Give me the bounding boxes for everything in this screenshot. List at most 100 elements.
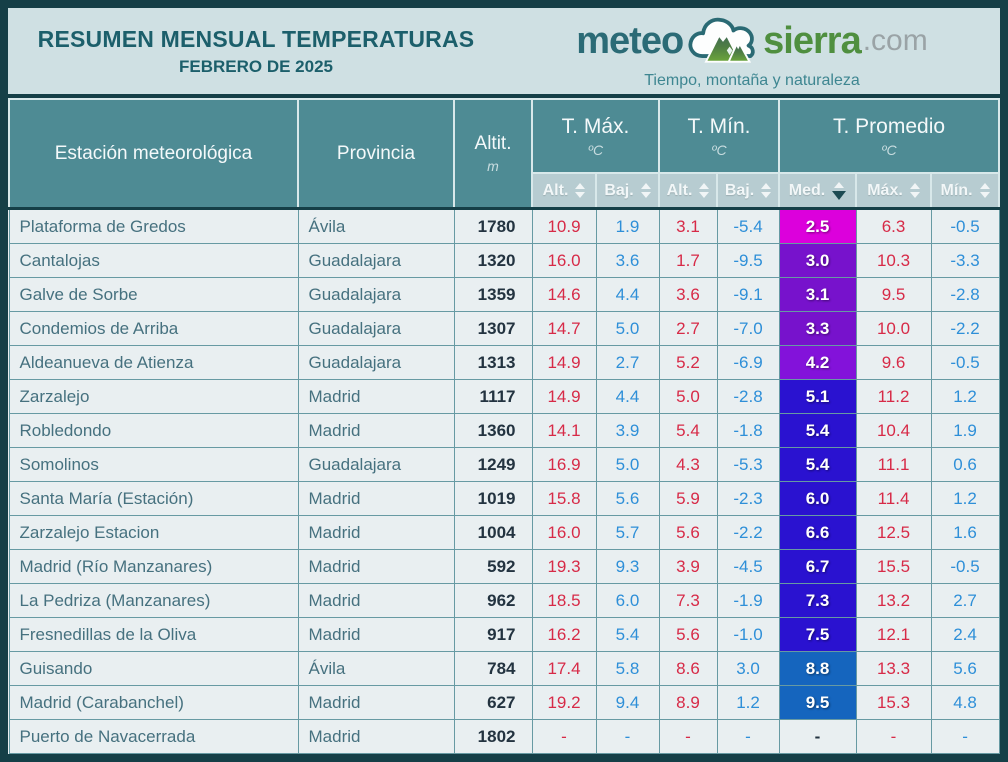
tmin-baj-cell: -1.0: [716, 617, 780, 652]
title-block: RESUMEN MENSUAL TEMPERATURAS FEBRERO DE …: [8, 26, 504, 77]
prom-max-cell: 13.3: [855, 651, 932, 686]
tmax-baj-cell: 5.8: [595, 651, 660, 686]
med-cell: 2.5: [778, 208, 857, 244]
altitude-cell: 1320: [453, 243, 533, 278]
prom-min-cell: -: [930, 719, 1000, 754]
logo-tagline: Tiempo, montaña y naturaleza: [644, 72, 860, 89]
tpromedio-label: T. Promedio: [833, 114, 946, 138]
tmin-alt-cell: 3.1: [658, 208, 718, 244]
altitude-cell: 1249: [453, 447, 533, 482]
tmax-baj-cell: 5.4: [595, 617, 660, 652]
tmax-alt-cell: 19.2: [531, 685, 597, 720]
altitude-cell: 784: [453, 651, 533, 686]
table-row: Guisando Ávila 784 17.4 5.8 8.6 3.0 8.8 13.3 5.6: [8, 651, 1000, 686]
sort-arrows-icon: [909, 183, 920, 198]
tmax-alt-cell: 14.9: [531, 345, 597, 380]
tmax-baj-cell: 5.6: [595, 481, 660, 516]
prom-max-cell: 12.5: [855, 515, 932, 550]
prom-min-cell: 5.6: [930, 651, 1000, 686]
tmax-alt-label: Alt.: [542, 181, 569, 199]
tmin-alt-cell: 8.6: [658, 651, 718, 686]
tmax-baj-cell: 9.3: [595, 549, 660, 584]
station-cell: La Pedriza (Manzanares): [8, 583, 299, 618]
prom-max-cell: 10.3: [855, 243, 932, 278]
table-row: Madrid (Río Manzanares) Madrid 592 19.3 9.3 3…: [8, 549, 1000, 584]
sort-header-tmax-alt[interactable]: Alt.: [531, 172, 597, 210]
station-cell: Galve de Sorbe: [8, 277, 299, 312]
sort-header-prom-min[interactable]: Mín.: [930, 172, 1001, 210]
altitude-label: Altit.: [474, 133, 512, 154]
logo-tld: .com: [862, 24, 928, 57]
tmax-alt-cell: 10.9: [531, 208, 597, 244]
med-cell: 7.3: [778, 583, 857, 618]
table-row: Madrid (Carabanchel) Madrid 627 19.2 9.4 8.9 1…: [8, 685, 1000, 720]
table-row: Galve de Sorbe Guadalajara 1359 14.6 4.4 3.6-…: [8, 277, 1000, 312]
altitude-cell: 1004: [453, 515, 533, 550]
prom-max-cell: 13.2: [855, 583, 932, 618]
province-cell: Guadalajara: [297, 447, 455, 482]
station-cell: Aldeanueva de Atienza: [8, 345, 299, 380]
station-cell: Madrid (Río Manzanares): [8, 549, 299, 584]
prom-min-cell: -0.5: [930, 208, 1000, 244]
table-row: Zarzalejo Estacion Madrid 1004 16.0 5.7 5.6 -2…: [8, 515, 1000, 550]
sort-arrows-icon: [575, 183, 586, 198]
tmax-baj-cell: 3.6: [595, 243, 660, 278]
med-cell: 5.4: [778, 447, 857, 482]
altitude-cell: 1780: [453, 208, 533, 244]
tmax-baj-cell: 4.4: [595, 379, 660, 414]
altitude-cell: 627: [453, 685, 533, 720]
med-cell: 5.4: [778, 413, 857, 448]
prom-max-cell: -: [855, 719, 932, 754]
sort-header-tmax-baj[interactable]: Baj.: [595, 172, 660, 210]
tmax-baj-cell: 5.0: [595, 311, 660, 346]
med-cell: 9.5: [778, 685, 857, 720]
med-cell: 3.0: [778, 243, 857, 278]
station-cell: Madrid (Carabanchel): [8, 685, 299, 720]
station-cell: Fresnedillas de la Oliva: [8, 617, 299, 652]
province-cell: Madrid: [297, 617, 455, 652]
med-cell: 4.2: [778, 345, 857, 380]
province-cell: Madrid: [297, 719, 455, 754]
tmin-alt-cell: 4.3: [658, 447, 718, 482]
tmin-baj-cell: -2.8: [716, 379, 780, 414]
med-cell: 5.1: [778, 379, 857, 414]
tmin-alt-cell: 5.2: [658, 345, 718, 380]
tmax-alt-cell: 18.5: [531, 583, 597, 618]
tmin-alt-cell: 1.7: [658, 243, 718, 278]
sort-header-tmin-alt[interactable]: Alt.: [658, 172, 718, 210]
tmax-baj-cell: 1.9: [595, 208, 660, 244]
prom-max-cell: 12.1: [855, 617, 932, 652]
tmin-baj-cell: -2.2: [716, 515, 780, 550]
sort-header-med[interactable]: Med.: [778, 172, 858, 210]
sort-header-prom-max[interactable]: Máx.: [855, 172, 933, 210]
sort-header-tmin-baj[interactable]: Baj.: [715, 172, 781, 210]
tmin-baj-cell: -7.0: [716, 311, 780, 346]
prom-max-cell: 9.6: [855, 345, 932, 380]
tmin-baj-cell: 3.0: [716, 651, 780, 686]
tmax-alt-cell: 14.6: [531, 277, 597, 312]
station-cell: Zarzalejo Estacion: [8, 515, 299, 550]
tmin-alt-cell: 8.9: [658, 685, 718, 720]
prom-max-cell: 6.3: [855, 208, 932, 244]
tmax-baj-cell: 4.4: [595, 277, 660, 312]
tmax-alt-cell: 14.9: [531, 379, 597, 414]
tmin-alt-cell: 3.9: [658, 549, 718, 584]
tmin-baj-cell: -6.9: [716, 345, 780, 380]
prom-min-cell: 1.2: [930, 379, 1000, 414]
tmin-alt-label: Alt.: [666, 181, 693, 199]
table-row: La Pedriza (Manzanares) Madrid 962 18.5 6.0 7…: [8, 583, 1000, 618]
page-title: RESUMEN MENSUAL TEMPERATURAS: [37, 25, 475, 52]
altitude-cell: 1359: [453, 277, 533, 312]
table-body: Plataforma de Gredos Ávila 1780 10.9 1.9 3.1-…: [8, 208, 1000, 754]
altitude-unit: m: [487, 158, 499, 174]
tmin-label: T. Mín.: [687, 114, 751, 138]
sort-arrows-icon: [640, 183, 651, 198]
altitude-cell: 592: [453, 549, 533, 584]
station-cell: Cantalojas: [8, 243, 299, 278]
altitude-cell: 1360: [453, 413, 533, 448]
tmax-unit: ºC: [587, 141, 604, 158]
station-cell: Robledondo: [8, 413, 299, 448]
prom-min-cell: 2.4: [930, 617, 1000, 652]
tmin-alt-cell: 3.6: [658, 277, 718, 312]
altitude-cell: 1802: [453, 719, 533, 754]
